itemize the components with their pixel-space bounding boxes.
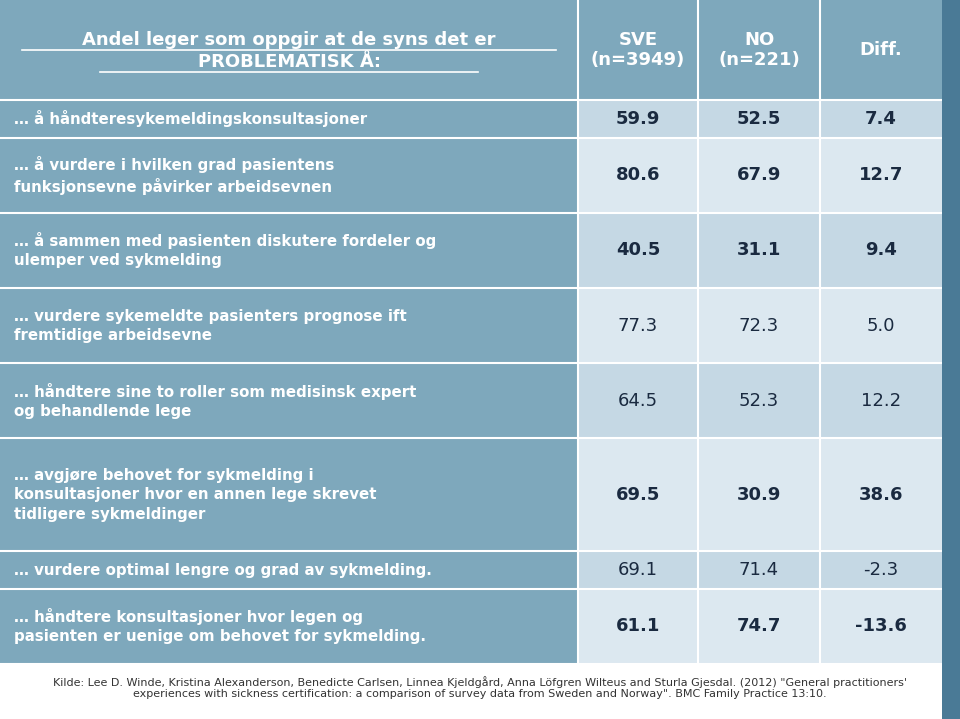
- Text: SVE
(n=3949): SVE (n=3949): [590, 31, 685, 70]
- Text: Diff.: Diff.: [859, 41, 902, 59]
- Text: … å sammen med pasienten diskutere fordeler og
ulemper ved sykmelding: … å sammen med pasienten diskutere forde…: [14, 232, 436, 268]
- Bar: [0, 213, 578, 288]
- Bar: [578, 137, 942, 213]
- Text: 40.5: 40.5: [615, 242, 660, 260]
- Text: 61.1: 61.1: [615, 618, 660, 636]
- Bar: [0, 0, 942, 100]
- Text: 30.9: 30.9: [737, 486, 781, 504]
- Text: -13.6: -13.6: [855, 618, 907, 636]
- Text: … å håndteresykemeldingskonsultasjoner: … å håndteresykemeldingskonsultasjoner: [14, 110, 367, 127]
- Bar: [0, 288, 578, 363]
- Text: 77.3: 77.3: [618, 316, 659, 334]
- Text: 69.1: 69.1: [618, 561, 658, 579]
- Text: 71.4: 71.4: [739, 561, 780, 579]
- Bar: [0, 439, 578, 551]
- Text: NO
(n=221): NO (n=221): [718, 31, 800, 70]
- Text: 64.5: 64.5: [618, 392, 658, 410]
- Text: 59.9: 59.9: [615, 110, 660, 128]
- Text: 80.6: 80.6: [615, 166, 660, 184]
- Text: … å vurdere i hvilken grad pasientens
funksjonsevne påvirker arbeidsevnen: … å vurdere i hvilken grad pasientens fu…: [14, 156, 334, 195]
- Bar: [578, 551, 942, 589]
- Text: PROBLEMATISK Å:: PROBLEMATISK Å:: [198, 52, 380, 70]
- Text: Kilde: Lee D. Winde, Kristina Alexanderson, Benedicte Carlsen, Linnea Kjeldgård,: Kilde: Lee D. Winde, Kristina Alexanders…: [53, 676, 907, 700]
- Bar: [0, 100, 578, 137]
- Bar: [578, 288, 942, 363]
- Text: Andel leger som oppgir at de syns det er: Andel leger som oppgir at de syns det er: [83, 31, 495, 49]
- Bar: [578, 589, 942, 664]
- Bar: [942, 0, 960, 719]
- Text: 52.5: 52.5: [737, 110, 781, 128]
- Bar: [0, 363, 578, 439]
- Text: 5.0: 5.0: [867, 316, 896, 334]
- Text: 9.4: 9.4: [865, 242, 897, 260]
- Text: … håndtere konsultasjoner hvor legen og
pasienten er uenige om behovet for sykme: … håndtere konsultasjoner hvor legen og …: [14, 608, 426, 644]
- Text: 52.3: 52.3: [739, 392, 780, 410]
- Text: 12.2: 12.2: [861, 392, 901, 410]
- Text: 72.3: 72.3: [739, 316, 780, 334]
- Text: 69.5: 69.5: [615, 486, 660, 504]
- Bar: [578, 213, 942, 288]
- Text: 74.7: 74.7: [737, 618, 781, 636]
- Text: … vurdere sykemeldte pasienters prognose ift
fremtidige arbeidsevne: … vurdere sykemeldte pasienters prognose…: [14, 308, 407, 343]
- Bar: [0, 137, 578, 213]
- Bar: [578, 439, 942, 551]
- Text: -2.3: -2.3: [863, 561, 899, 579]
- Text: … vurdere optimal lengre og grad av sykmelding.: … vurdere optimal lengre og grad av sykm…: [14, 562, 432, 577]
- Text: 31.1: 31.1: [737, 242, 781, 260]
- Text: … håndtere sine to roller som medisinsk expert
og behandlende lege: … håndtere sine to roller som medisinsk …: [14, 383, 417, 419]
- Text: 67.9: 67.9: [737, 166, 781, 184]
- Text: 7.4: 7.4: [865, 110, 897, 128]
- Bar: [578, 363, 942, 439]
- Bar: [578, 100, 942, 137]
- Text: 12.7: 12.7: [859, 166, 903, 184]
- Text: … avgjøre behovet for sykmelding i
konsultasjoner hvor en annen lege skrevet
tid: … avgjøre behovet for sykmelding i konsu…: [14, 468, 376, 521]
- Bar: [0, 551, 578, 589]
- Bar: [0, 589, 578, 664]
- Text: 38.6: 38.6: [859, 486, 903, 504]
